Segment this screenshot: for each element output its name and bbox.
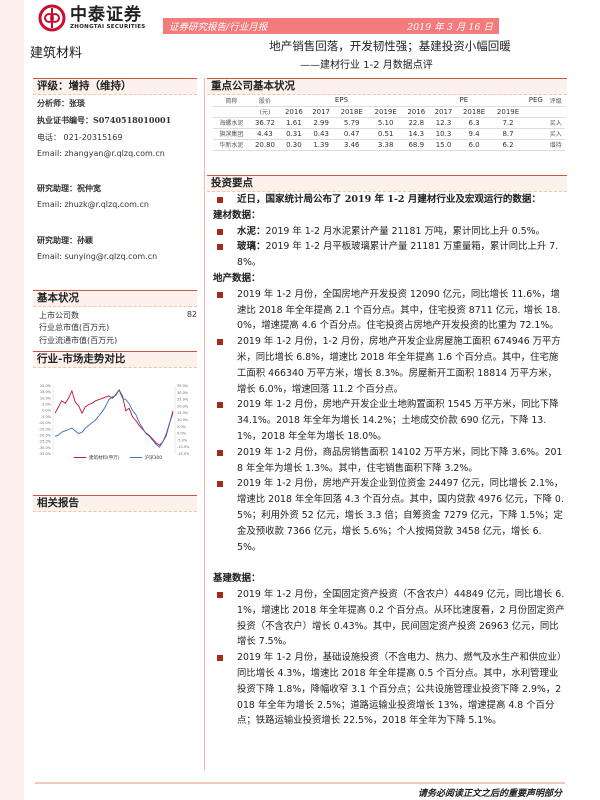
column-divider xyxy=(204,78,205,770)
right-tick-label: 15.0% xyxy=(177,411,189,415)
left-tick-label: -25.0% xyxy=(39,440,52,444)
key-companies-header: 重点公司基本状况 xyxy=(207,78,567,95)
right-tick-label: 20.0% xyxy=(177,404,189,408)
page-margin xyxy=(0,0,24,800)
assistant-1-email: Email: zhuzk@r.qlzq.com.cn xyxy=(37,200,149,209)
analyst-name: 分析师：张琰 xyxy=(37,98,85,108)
left-tick-label: 0.0% xyxy=(42,409,52,413)
report-type: 证券研究报告/行业月报 xyxy=(169,22,268,33)
left-tick-label: -15.0% xyxy=(39,427,52,431)
table-row: 华新水泥 20.80 0.30 1.39 3.46 3.38 68.9 15.0 6.0 6.2 增… xyxy=(213,139,565,151)
footer-divider xyxy=(35,782,565,784)
basic-info-header: 基本状况 xyxy=(33,290,197,307)
email-link[interactable]: zhuzk@r.qlzq.com.cn xyxy=(64,200,149,209)
left-tick-label: -35.0% xyxy=(39,452,52,456)
report-banner: 证券研究报告/行业月报 2019 年 3 月 16 日 xyxy=(163,18,499,34)
email-link[interactable]: zhangyan@r.qlzq.com.cn xyxy=(64,149,165,158)
list-item: 水泥：2019 年 1-2 月水泥累计产量 21181 万吨，累计同比上升 0.… xyxy=(213,224,565,240)
table-row: 海螺水泥 36.72 1.61 2.99 5.79 5.10 22.8 12.3 6.3 7.2 买… xyxy=(213,117,565,129)
material-subheading: 建材数据： xyxy=(213,209,261,221)
property-subheading: 地产数据： xyxy=(213,272,261,284)
series-line-1 xyxy=(54,388,174,446)
right-tick-label: -15.0% xyxy=(177,452,190,456)
sector-name: 建筑材料 xyxy=(30,46,83,61)
intro-bullet: 近日，国家统计局公布了 2019 年 1-2 月建材行业及宏观运行的数据： xyxy=(213,192,565,208)
left-tick-label: -30.0% xyxy=(39,446,52,450)
assistant-2-name: 研究助理：孙颖 xyxy=(37,235,93,245)
report-body: 近日，国家统计局公布了 2019 年 1-2 月建材行业及宏观运行的数据： 建材… xyxy=(213,192,565,729)
right-tick-label: 5.0% xyxy=(177,425,187,429)
right-tick-label: 30.0% xyxy=(177,391,189,395)
investment-highlights-header: 投资要点 xyxy=(207,175,567,192)
email-link[interactable]: sunying@r.qlzq.com.cn xyxy=(64,252,158,261)
left-tick-label: 5.0% xyxy=(42,403,52,407)
license-number: 执业证书编号：S0740518010001 xyxy=(37,115,172,125)
analyst-email: Email: zhangyan@r.qlzq.com.cn xyxy=(37,149,165,158)
related-reports-header: 相关报告 xyxy=(33,495,197,512)
list-item: 2019 年 1-2 月份，房地产开发企业土地购置面积 1545 万平方米，同比… xyxy=(213,397,565,444)
logo-icon xyxy=(38,4,66,32)
assistant-1-name: 研究助理：祝仲宽 xyxy=(37,183,101,193)
phone: 电话： 021-20315169 xyxy=(37,133,123,142)
list-item: 2019 年 1-2 月份，1-2 月份，房地产开发企业房屋施工面积 67494… xyxy=(213,334,565,397)
left-tick-label: 20.0% xyxy=(40,384,52,388)
company-logo: 中泰证券 ZHONGTAI SECURITIES xyxy=(38,4,146,32)
report-subtitle: ——建材行业 1-2 月数据点评 xyxy=(300,60,433,71)
trend-header: 行业-市场走势对比 xyxy=(33,351,197,368)
left-tick-label: -5.0% xyxy=(41,415,52,419)
left-tick-label: -10.0% xyxy=(39,421,52,425)
right-tick-label: -10.0% xyxy=(177,445,190,449)
footer-disclaimer: 请务必阅读正文之后的重要声明部分 xyxy=(417,789,562,799)
legend-item: 建筑材料(申万) xyxy=(74,455,120,461)
list-item: 2019 年 1-2 月份，房地产开发企业到位资金 24497 亿元，同比增长 … xyxy=(213,476,565,555)
left-tick-label: 10.0% xyxy=(40,396,52,400)
table-row: 旗滨集团 4.43 0.31 0.43 0.47 0.51 14.3 10.3 9.4 8.7 买入 xyxy=(213,128,565,140)
chart-legend: 建筑材料(申万) 沪深300 xyxy=(74,455,162,461)
rating-header: 评级：增持（维持） xyxy=(33,78,197,95)
right-tick-label: -5.0% xyxy=(177,438,188,442)
legend-item: 沪深300 xyxy=(129,455,162,461)
left-tick-label: -20.0% xyxy=(39,433,52,437)
right-tick-label: 10.0% xyxy=(177,418,189,422)
list-item: 2019 年 1-2 月份，全国房地产开发投资 12090 亿元，同比增长 11… xyxy=(213,287,565,334)
right-tick-label: 25.0% xyxy=(177,398,189,402)
series-line-2 xyxy=(54,389,174,448)
infra-subheading: 基建数据： xyxy=(213,573,261,585)
report-date: 2019 年 3 月 16 日 xyxy=(407,22,493,33)
stat-row: 行业流通市值(百万元) xyxy=(39,336,118,345)
company-table: 简称 股价 EPS PE PEG 评级 (元) 2016 2017 2018E 2019E 20… xyxy=(213,95,565,151)
stat-row: 行业总市值(百万元) xyxy=(39,323,110,332)
left-tick-label: 15.0% xyxy=(40,390,52,394)
assistant-2-email: Email: sunying@r.qlzq.com.cn xyxy=(37,252,158,261)
list-item: 2019 年 1-2 月份，全国固定资产投资（不含农户）44849 亿元，同比增… xyxy=(213,587,565,650)
report-title: 地产销售回落，开发韧性强；基建投资小幅回暖 xyxy=(269,39,511,53)
right-tick-label: 35.0% xyxy=(177,384,189,388)
trend-chart: 20.0% 15.0% 10.0% 5.0% 0.0% -5.0% -10.0% -15.0%… xyxy=(39,384,190,456)
list-item: 2019 年 1-2 月份，基础设施投资（不含电力、热力、燃气及水生产和供应业）… xyxy=(213,650,565,729)
list-item: 玻璃：2019 年 1-2 月平板玻璃累计产量 21181 万重量箱，累计同比上… xyxy=(213,239,565,271)
right-tick-label: 0.0% xyxy=(177,432,187,436)
stat-row: 上市公司数 82 xyxy=(39,310,197,320)
company-name-en: ZHONGTAI SECURITIES xyxy=(70,23,146,30)
list-item: 2019 年 1-2 月份，商品房销售面积 14102 万平方米，同比下降 3.… xyxy=(213,445,565,477)
company-name-cn: 中泰证券 xyxy=(70,4,142,25)
